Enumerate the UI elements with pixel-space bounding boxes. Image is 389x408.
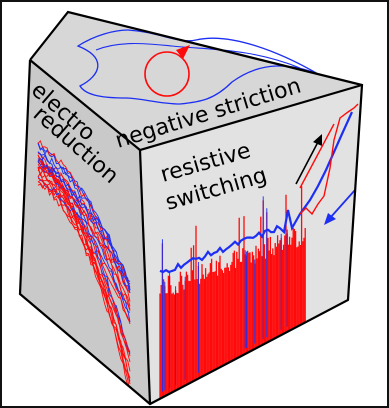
top-face bbox=[30, 12, 362, 150]
black-up-arrow-icon bbox=[295, 134, 322, 185]
red-circular-arrow-icon bbox=[176, 45, 190, 59]
electroreduction-curve bbox=[37, 151, 131, 285]
red-rotation-circle bbox=[144, 51, 190, 97]
electroreduction-curve bbox=[37, 143, 131, 282]
blue-switching-trace bbox=[159, 111, 354, 274]
electroreduction-curve bbox=[37, 171, 131, 323]
electroreduction-curve bbox=[37, 181, 131, 382]
red-rising-line bbox=[299, 123, 335, 189]
electroreduction-curves bbox=[37, 140, 131, 393]
red-switching-trace bbox=[299, 103, 359, 216]
red-bar-series bbox=[159, 186, 306, 403]
blue-down-arrow-icon bbox=[324, 189, 356, 225]
blue-bar-series bbox=[161, 196, 288, 392]
cube-edges bbox=[18, 10, 364, 406]
electroreduction-curve bbox=[37, 160, 131, 291]
electroreduction-curve bbox=[37, 166, 131, 363]
electroreduction-curve bbox=[37, 160, 131, 311]
electroreduction-curve bbox=[37, 166, 131, 357]
blue-hysteresis-inner bbox=[95, 43, 301, 69]
resistive-switching-plot bbox=[159, 103, 359, 403]
electroreduction-curve bbox=[37, 161, 131, 310]
